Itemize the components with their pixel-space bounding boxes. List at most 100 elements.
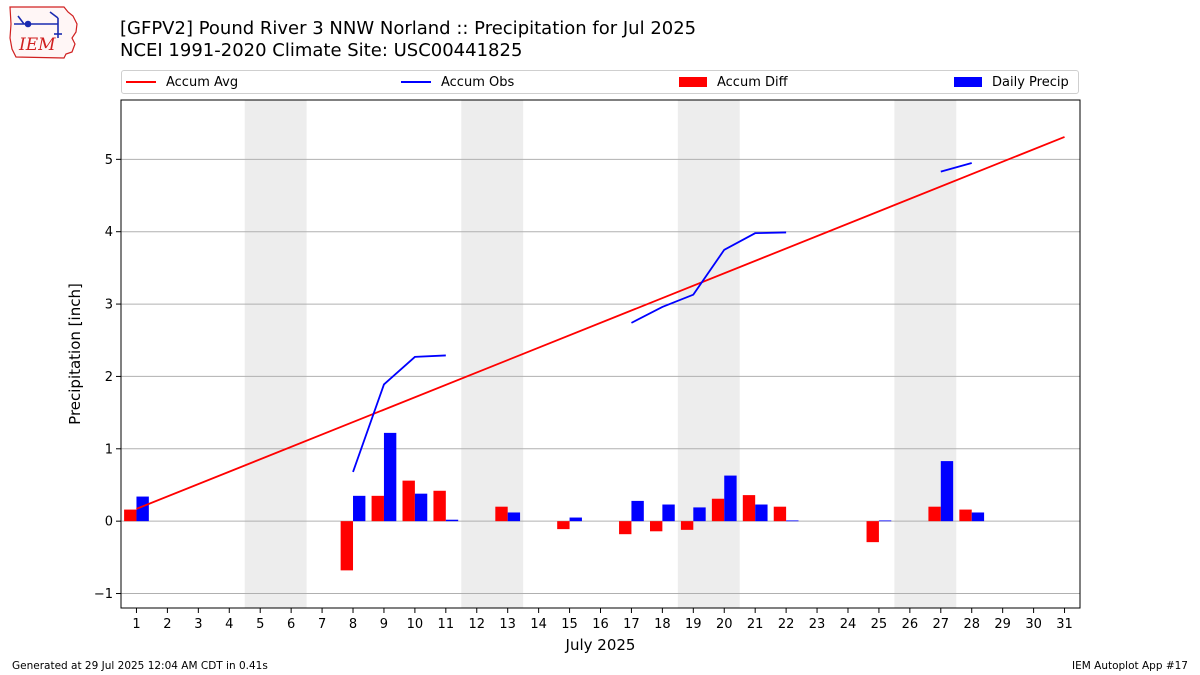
- y-axis-label: Precipitation [inch]: [66, 283, 84, 425]
- x-tick-label: 15: [561, 617, 578, 632]
- x-tick-label: 21: [747, 617, 764, 632]
- bar-series: [124, 432, 985, 571]
- weather-station-icon: [14, 11, 62, 38]
- accum-diff-bar: [402, 480, 415, 522]
- x-tick-label: 29: [994, 617, 1011, 632]
- x-tick-label: 24: [840, 617, 857, 632]
- iem-logo: IEM: [9, 6, 78, 59]
- accum-diff-bar: [866, 521, 879, 543]
- x-tick-label: 13: [499, 617, 516, 632]
- y-tick-label: 2: [105, 370, 113, 385]
- x-tick-label: 12: [468, 617, 485, 632]
- weekend-band: [461, 100, 524, 608]
- legend-swatch-daily-precip: [954, 77, 982, 87]
- weekend-bands: [244, 100, 957, 608]
- daily-precip-bar: [383, 432, 397, 522]
- footer-app: IEM Autoplot App #17: [1072, 660, 1188, 672]
- accum-avg-line: [136, 136, 1065, 510]
- accum-diff-bar: [495, 506, 508, 522]
- legend-item-accum-avg: Accum Avg: [126, 71, 238, 93]
- x-tick-label: 5: [256, 617, 264, 632]
- daily-precip-bar: [353, 495, 366, 522]
- accum-diff-bar: [124, 509, 137, 522]
- y-tick-label: −1: [94, 587, 113, 602]
- x-tick-label: 2: [163, 617, 171, 632]
- x-tick-label: 1: [132, 617, 140, 632]
- x-axis-label: July 2025: [565, 636, 636, 654]
- daily-precip-bar: [693, 507, 706, 522]
- daily-precip-bar: [136, 496, 149, 522]
- x-tick-label: 30: [1025, 617, 1042, 632]
- accum-diff-bar: [680, 521, 694, 530]
- legend-swatch-accum-diff: [679, 77, 707, 87]
- daily-precip-bar: [662, 504, 675, 522]
- daily-precip-bar: [569, 517, 582, 522]
- daily-precip-bar: [878, 520, 892, 522]
- x-tick-label: 22: [778, 617, 795, 632]
- x-tick-label: 25: [871, 617, 888, 632]
- daily-precip-bar: [445, 519, 459, 522]
- accum-diff-bar: [619, 521, 632, 535]
- footer-generated: Generated at 29 Jul 2025 12:04 AM CDT in…: [12, 660, 268, 672]
- x-tick-label: 18: [654, 617, 671, 632]
- x-tick-label: 7: [318, 617, 326, 632]
- x-tick-label: 4: [225, 617, 233, 632]
- legend-label-accum-obs: Accum Obs: [441, 74, 515, 90]
- x-tick-label: 28: [963, 617, 980, 632]
- y-tick-label: 3: [105, 298, 113, 313]
- legend-item-accum-diff: Accum Diff: [679, 71, 788, 93]
- daily-precip-bar: [755, 504, 768, 522]
- y-tick-label: 4: [105, 225, 113, 240]
- accum-diff-bar: [928, 506, 941, 522]
- legend-label-daily-precip: Daily Precip: [992, 74, 1069, 90]
- legend-swatch-accum-avg: [126, 81, 156, 83]
- daily-precip-bar: [940, 461, 954, 522]
- plot-frame: [120, 99, 1081, 609]
- iowa-state-outline: [9, 6, 78, 59]
- x-tick-label: 14: [530, 617, 547, 632]
- daily-precip-bar: [786, 520, 799, 522]
- legend-item-accum-obs: Accum Obs: [401, 71, 514, 93]
- x-tick-label: 27: [933, 617, 950, 632]
- accum-obs-line: [352, 354, 446, 473]
- daily-precip-bar: [631, 500, 644, 522]
- daily-precip-bar: [507, 512, 521, 522]
- daily-precip-bar: [414, 493, 428, 522]
- x-tick-label: 6: [287, 617, 295, 632]
- legend-item-daily-precip: Daily Precip: [954, 71, 1069, 93]
- x-tick-label: 17: [623, 617, 640, 632]
- x-tick-label: 9: [380, 617, 388, 632]
- accum-diff-bar: [649, 521, 663, 532]
- accum-diff-bar: [371, 495, 384, 522]
- y-tick-label: 1: [105, 442, 113, 457]
- accum-obs-line: [940, 162, 972, 173]
- legend-label-accum-avg: Accum Avg: [166, 74, 239, 90]
- chart-title: [GFPV2] Pound River 3 NNW Norland :: Pre…: [120, 18, 697, 39]
- x-tick-label: 23: [809, 617, 826, 632]
- y-tick-label: 5: [105, 153, 113, 168]
- gridlines: [121, 158, 1080, 595]
- x-tick-label: 26: [902, 617, 919, 632]
- x-tick-label: 10: [407, 617, 424, 632]
- x-tick-label: 19: [685, 617, 702, 632]
- accum-diff-bar: [711, 498, 725, 522]
- x-tick-label: 16: [592, 617, 609, 632]
- accum-diff-bar: [433, 490, 446, 522]
- chart-legend: Accum Avg Accum Obs Accum Diff Daily Pre…: [121, 70, 1079, 94]
- x-tick-label: 11: [438, 617, 455, 632]
- accum-diff-bar: [959, 509, 972, 522]
- chart-subtitle: NCEI 1991-2020 Climate Site: USC00441825: [120, 40, 523, 61]
- accum-diff-bar: [773, 506, 787, 522]
- accum-diff-bar: [557, 521, 570, 530]
- x-tick-label: 20: [716, 617, 733, 632]
- daily-precip-bar: [971, 512, 985, 522]
- x-tick-label: 31: [1056, 617, 1073, 632]
- legend-label-accum-diff: Accum Diff: [717, 74, 788, 90]
- line-series: [136, 136, 1065, 510]
- y-tick-label: 0: [105, 515, 113, 530]
- weekend-band: [244, 100, 307, 608]
- logo-text: IEM: [18, 35, 56, 55]
- accum-obs-line: [631, 231, 787, 324]
